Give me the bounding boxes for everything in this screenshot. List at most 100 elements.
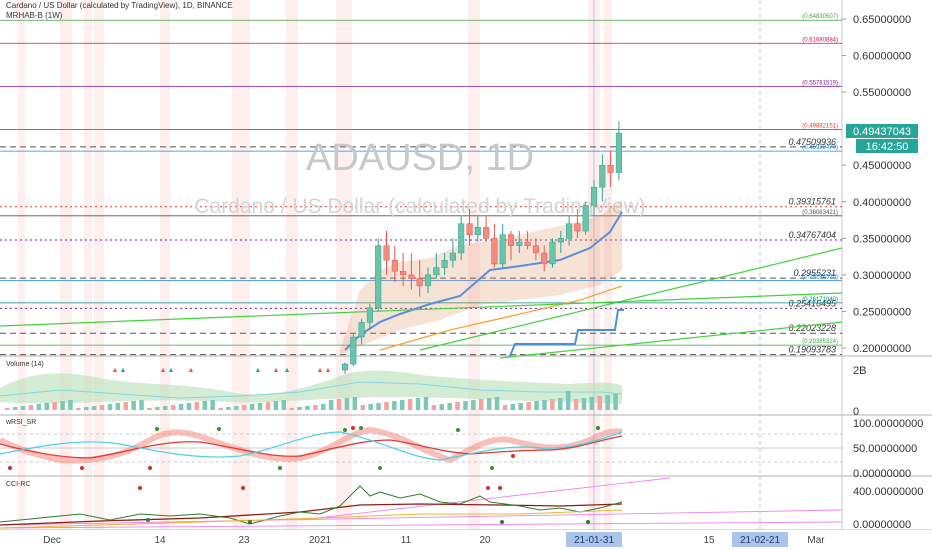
wrsi-dot: [359, 426, 363, 430]
volume-bar: [170, 405, 176, 410]
countdown-bg: [856, 139, 918, 153]
volume-bar: [510, 404, 516, 410]
volume-bar: [573, 399, 579, 410]
chart-title: Cardano / US Dollar (calculated by Tradi…: [6, 1, 233, 10]
session-band: [94, 0, 104, 530]
volume-signal: ▲: [112, 367, 119, 374]
candle-body: [474, 227, 481, 235]
price-axis[interactable]: 0.65000000 0.60000000 0.55000000 0.45000000…: [842, 14, 923, 531]
price-indicators: [0, 200, 843, 359]
volume-bar: [20, 406, 26, 410]
volume-bar: [297, 407, 302, 410]
wrsi-signal: [0, 435, 623, 459]
countdown: 16:42:50: [866, 141, 909, 153]
volume-bar: [471, 400, 476, 410]
wrsi-dot: [80, 466, 84, 470]
horizontal-levels: (0.64830507) (0.61680884) (0.55781519) (0.4…: [0, 14, 842, 356]
volume-bar: [368, 404, 373, 410]
trend-line-orange: [379, 285, 623, 351]
candle-body: [466, 223, 473, 235]
volume-bar: [328, 400, 334, 410]
level-label: (0.46932470): [802, 145, 838, 151]
time-tick-label: Dec: [43, 535, 61, 546]
volume-bar: [526, 402, 531, 410]
wrsi-line: [0, 431, 623, 461]
price-tick-label: 0.60000000: [853, 51, 911, 63]
watermark-name: Cardano / US Dollar (calculated by Tradi…: [194, 195, 645, 218]
volume-bar: [84, 407, 89, 410]
candle-body: [424, 274, 432, 287]
cci-dot: [146, 518, 150, 522]
time-axis[interactable]: Dec 14 23 2021 11 20 15 Mar 21-01-31 21-02-21: [0, 530, 932, 550]
volume-signal: ▲: [255, 367, 262, 374]
price-tick-label: 0.40000000: [853, 197, 911, 209]
cci-dot: [241, 486, 245, 490]
cci-pane-title: CCI-RC: [6, 481, 31, 488]
level-label: (0.64830507): [802, 14, 838, 20]
cci-dot: [486, 486, 490, 490]
cci-slow: [0, 509, 623, 529]
volume-bar: [518, 403, 523, 410]
last-price-value: 0.49437043: [853, 126, 911, 138]
candle-body: [375, 245, 382, 309]
wrsi-dot: [343, 428, 347, 432]
price-tick-label: 0.20000000: [853, 343, 911, 355]
volume-bar: [605, 395, 610, 410]
candle-body: [607, 164, 614, 173]
candle-body: [441, 260, 448, 268]
time-highlight-label: 21-02-21: [740, 535, 780, 546]
volume-bar: [494, 397, 500, 410]
candle-body: [416, 278, 423, 287]
volume-bar: [463, 401, 468, 410]
volume-bar: [558, 398, 563, 410]
session-band: [60, 0, 72, 530]
candle-body: [541, 252, 548, 265]
price-tick-label: 0.45000000: [853, 160, 911, 172]
volume-bar: [597, 396, 602, 410]
candles[interactable]: [341, 121, 622, 374]
volume-bar: [407, 399, 413, 410]
volume-bar: [178, 404, 184, 410]
volume-band: [0, 370, 622, 404]
level-label: (0.20385324): [802, 339, 838, 345]
volume-bar: [52, 402, 57, 410]
cci-dot: [500, 520, 504, 524]
time-tick-label: Mar: [807, 535, 825, 546]
volume-bar: [131, 401, 136, 410]
volume-bar: [123, 402, 128, 410]
wrsi-axis-label: 50.00000000: [853, 443, 917, 455]
cci-dot: [138, 486, 142, 490]
candle-body: [615, 132, 622, 173]
volume-bar: [147, 408, 152, 410]
wrsi-dot: [8, 466, 12, 470]
volume-bar: [415, 398, 421, 410]
session-band: [84, 0, 92, 530]
volume-bar: [99, 405, 105, 410]
watermark-symbol: ADAUSD, 1D: [306, 137, 534, 179]
volume-signal: ▲: [284, 367, 291, 374]
wrsi-ribbon: [0, 426, 623, 464]
volume-bar: [305, 406, 310, 410]
candle-body: [532, 245, 539, 254]
level-label: (0.55781519): [802, 80, 838, 86]
session-band: [336, 0, 352, 530]
volume-bar: [352, 397, 358, 410]
volume-signal: ▲: [120, 367, 127, 374]
volume-ma: [0, 381, 623, 399]
candle-body: [350, 336, 357, 365]
candle-body: [524, 241, 531, 246]
trend-line-blue: [344, 211, 623, 351]
volume-bar: [289, 408, 294, 410]
volume-bar: [384, 402, 389, 410]
level-label: 0.25416495: [788, 298, 837, 308]
volume-bar: [226, 407, 231, 410]
volume-bar: [581, 398, 587, 410]
time-tick-label: 11: [401, 535, 412, 546]
candle-body: [341, 363, 349, 371]
wrsi-dot: [490, 466, 494, 470]
volume-pane-title: Volume (14): [6, 361, 44, 368]
volume-bar: [360, 405, 365, 410]
time-tick-label: 15: [703, 535, 715, 546]
volume-bar: [210, 400, 215, 410]
